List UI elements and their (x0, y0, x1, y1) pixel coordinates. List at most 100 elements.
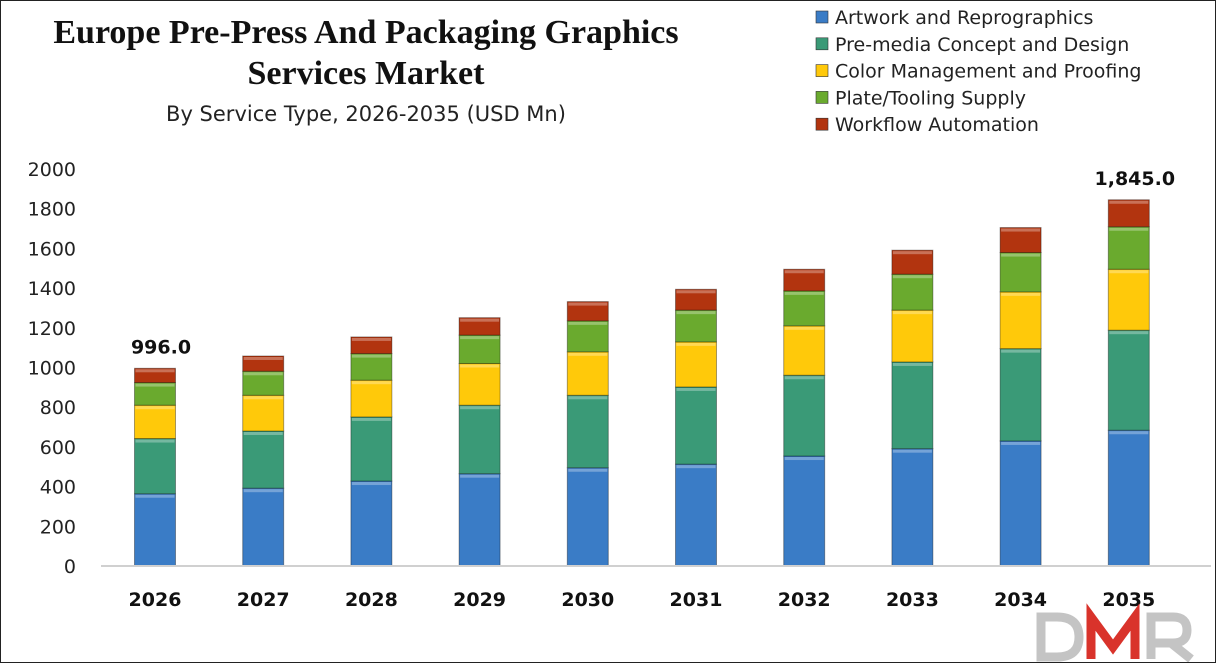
dmr-logo (1036, 603, 1194, 662)
bar-segment (458, 317, 501, 336)
bar-bevel (460, 336, 500, 340)
bar-bevel (243, 396, 283, 400)
bar-segment (891, 448, 934, 567)
bar-bevel (460, 406, 500, 410)
bar-segment (1107, 226, 1150, 270)
bar-bevel (243, 489, 283, 493)
bar-bevel (676, 465, 716, 469)
bar-bevel (676, 387, 716, 391)
bar-bevel (135, 494, 175, 498)
bar-segment (242, 355, 285, 372)
bar-bevel (568, 468, 608, 472)
bar-bevel (676, 342, 716, 346)
bar-bevel (892, 311, 932, 315)
bar-segment (242, 370, 285, 396)
bars (134, 199, 1150, 567)
bar-bevel (460, 364, 500, 368)
x-tick-label: 2030 (561, 589, 614, 611)
bar-bevel (135, 406, 175, 410)
logo-letter-d (1036, 612, 1084, 662)
bar-segment (1107, 329, 1150, 431)
bar-segment (675, 386, 717, 465)
bar-bevel (460, 474, 500, 478)
x-tick-label: 2026 (129, 589, 182, 611)
legend-swatch (815, 91, 829, 104)
bar-bevel (568, 352, 608, 356)
bar-bevel (351, 381, 391, 385)
bar-bevel (892, 449, 932, 453)
bar-bevel (243, 372, 283, 376)
bar-segment (999, 348, 1042, 442)
bar-segment (999, 227, 1042, 254)
bar-segment (242, 487, 285, 567)
bar-bevel (243, 432, 283, 436)
bar-segment (675, 341, 717, 388)
data-labels: 996.0 1,845.0 (131, 168, 1175, 359)
bar-bevel (351, 482, 391, 486)
bar-segment (891, 273, 934, 311)
bar-segment (134, 367, 176, 384)
bar-bevel (243, 356, 283, 360)
bar-segment (458, 404, 501, 475)
bar-bevel (568, 302, 608, 306)
bar-segment (458, 363, 501, 406)
bar-bevel (135, 439, 175, 443)
chart-subtitle: By Service Type, 2026-2035 (USD Mn) (166, 102, 566, 126)
bar-segment (1107, 268, 1150, 331)
bar-segment (783, 268, 826, 292)
bar-bevel (351, 337, 391, 341)
bar-bevel (892, 275, 932, 279)
legend-swatch (815, 10, 829, 24)
y-tick-label: 1600 (28, 238, 76, 260)
bar-bevel (1001, 441, 1041, 445)
legend-swatch (815, 64, 829, 77)
bar-segment (891, 309, 934, 363)
bar-bevel (460, 318, 500, 322)
bar-bevel (1001, 253, 1041, 257)
bar-bevel (1001, 228, 1041, 232)
bar-segment (134, 438, 176, 495)
bar-bevel (892, 362, 932, 366)
bar-segment (891, 361, 934, 450)
y-tick-label: 800 (40, 397, 76, 419)
bar-segment (566, 320, 609, 353)
x-tick-label: 2033 (886, 589, 939, 611)
bar-bevel (676, 311, 716, 315)
logo-letter-m (1086, 603, 1140, 659)
bar-segment (566, 467, 609, 567)
bar-segment (566, 351, 609, 396)
y-tick-label: 400 (40, 477, 76, 499)
bar-segment (891, 249, 934, 275)
bar-segment (675, 309, 717, 343)
bar-segment (1107, 429, 1150, 567)
x-axis: 2026 2027 2028 2029 2030 2031 2032 2033 2034 2035 (129, 589, 1156, 611)
bar-segment (999, 252, 1042, 293)
total-data-label: 996.0 (131, 336, 191, 358)
bar-bevel (1109, 431, 1149, 435)
bar-segment (350, 416, 393, 482)
bar-segment (350, 480, 393, 567)
legend-label: Color Management and Proofing (835, 61, 1141, 83)
bar-bevel (1109, 270, 1149, 274)
bar-bevel (1109, 200, 1149, 204)
legend-swatch (815, 117, 829, 131)
logo-letter-r (1146, 612, 1194, 662)
legend: Artwork and Reprographics Pre-media Conce… (815, 7, 1141, 136)
bar-segment (350, 379, 393, 418)
bar-bevel (351, 417, 391, 421)
y-tick-label: 1800 (28, 199, 76, 221)
y-tick-label: 0 (64, 556, 76, 578)
bar-bevel (1001, 292, 1041, 296)
y-tick-label: 1000 (28, 358, 76, 380)
legend-label: Workflow Automation (835, 114, 1039, 136)
y-tick-label: 1200 (28, 318, 76, 340)
bar-segment (675, 463, 717, 567)
chart-title-line-1: Europe Pre-Press And Packaging Graphics (53, 14, 678, 51)
legend-label: Artwork and Reprographics (835, 7, 1093, 29)
y-tick-label: 1400 (28, 278, 76, 300)
chart-title-line-2: Services Market (248, 55, 486, 92)
bar-bevel (784, 326, 824, 330)
bar-segment (458, 473, 501, 567)
x-tick-label: 2034 (994, 589, 1047, 611)
bar-bevel (784, 457, 824, 461)
